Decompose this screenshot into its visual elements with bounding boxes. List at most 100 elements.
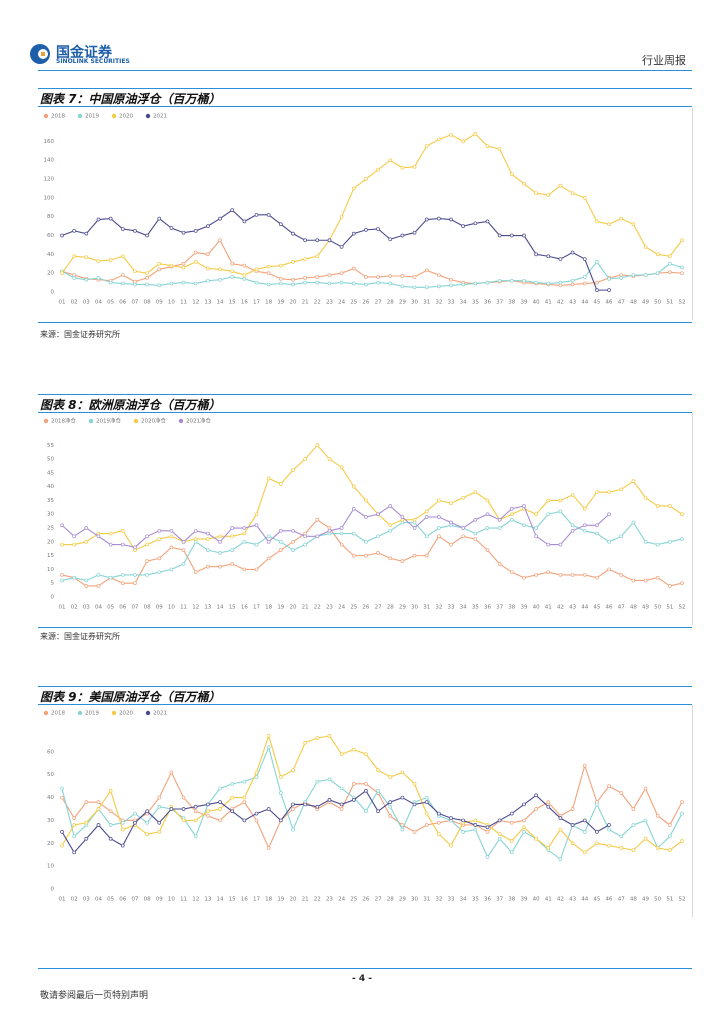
data-point	[607, 784, 611, 788]
data-point	[424, 795, 429, 800]
data-point	[607, 539, 611, 544]
data-point	[449, 843, 453, 848]
data-point	[218, 564, 222, 569]
x-tick-label: 24	[338, 300, 345, 306]
data-point	[315, 804, 320, 809]
data-point	[631, 848, 636, 852]
data-point	[509, 839, 514, 843]
data-point	[145, 271, 149, 276]
data-point	[424, 823, 429, 827]
data-point	[424, 811, 429, 816]
data-point	[120, 843, 125, 848]
data-point	[278, 548, 283, 552]
x-tick-label: 02	[71, 300, 78, 306]
x-tick-label: 28	[387, 605, 394, 611]
data-point	[351, 506, 356, 511]
legend-label: 2020	[119, 711, 133, 717]
data-point	[509, 512, 514, 517]
x-tick-label: 45	[593, 300, 600, 306]
data-point	[461, 526, 466, 530]
data-point	[631, 823, 636, 827]
data-point	[315, 254, 320, 259]
y-tick-label: 50	[47, 457, 54, 463]
data-point	[534, 836, 538, 841]
x-tick-label: 06	[119, 300, 126, 306]
data-point	[291, 768, 295, 772]
data-point	[120, 528, 125, 533]
data-point	[437, 526, 441, 530]
data-point	[242, 526, 247, 530]
data-point	[108, 575, 113, 580]
data-point	[680, 811, 684, 816]
data-point	[473, 827, 478, 832]
data-point	[230, 548, 235, 552]
data-point	[376, 227, 380, 231]
data-point	[558, 816, 563, 820]
data-point	[120, 254, 125, 259]
data-point	[108, 216, 113, 221]
legend-label: 2020净仓	[141, 417, 166, 425]
data-point	[534, 573, 538, 577]
data-point	[96, 276, 101, 280]
x-tick-label: 49	[642, 605, 649, 611]
data-point	[254, 512, 259, 517]
data-point	[339, 786, 344, 791]
data-point	[278, 791, 283, 795]
data-point	[522, 233, 526, 238]
data-point	[522, 830, 526, 834]
legend-label: 2021	[153, 711, 167, 717]
data-point	[619, 534, 624, 539]
x-tick-label: 50	[654, 300, 661, 306]
data-point	[72, 834, 77, 839]
data-point	[157, 556, 162, 561]
data-point	[595, 280, 599, 285]
data-point	[266, 264, 271, 269]
data-point	[230, 208, 235, 212]
data-point	[206, 809, 210, 814]
x-tick-label: 17	[253, 605, 260, 611]
data-point	[364, 282, 368, 287]
data-point	[315, 736, 320, 740]
x-tick-label: 29	[399, 897, 406, 903]
data-point	[254, 523, 259, 528]
x-tick-label: 24	[338, 605, 345, 611]
data-point	[680, 265, 684, 270]
series-line	[61, 734, 683, 854]
data-point	[181, 539, 186, 544]
data-point	[169, 534, 174, 539]
data-point	[84, 584, 89, 588]
y-tick-label: 5	[51, 581, 55, 587]
x-tick-label: 45	[593, 605, 600, 611]
data-point	[145, 559, 149, 563]
data-point	[497, 836, 502, 841]
data-point	[619, 834, 624, 839]
legend-swatch	[178, 418, 184, 424]
data-point	[145, 820, 149, 825]
data-point	[169, 263, 174, 268]
x-tick-label: 14	[217, 605, 224, 611]
data-point	[437, 515, 441, 519]
data-point	[473, 221, 478, 226]
x-tick-label: 04	[95, 300, 102, 306]
data-point	[364, 788, 368, 793]
data-point	[315, 779, 320, 784]
data-point	[193, 809, 198, 814]
data-point	[242, 273, 247, 277]
data-point	[497, 526, 502, 530]
data-point	[667, 823, 672, 827]
data-point	[169, 281, 174, 286]
data-point	[291, 260, 295, 264]
series-line	[61, 209, 610, 291]
data-point	[607, 222, 611, 227]
data-point	[607, 512, 611, 517]
data-point	[595, 490, 599, 495]
data-point	[266, 282, 271, 287]
x-tick-label: 09	[156, 300, 163, 306]
x-tick-label: 31	[423, 300, 430, 306]
source-rule	[38, 322, 692, 323]
data-point	[497, 818, 502, 823]
data-point	[376, 551, 380, 555]
data-point	[303, 257, 307, 261]
data-point	[351, 484, 356, 489]
